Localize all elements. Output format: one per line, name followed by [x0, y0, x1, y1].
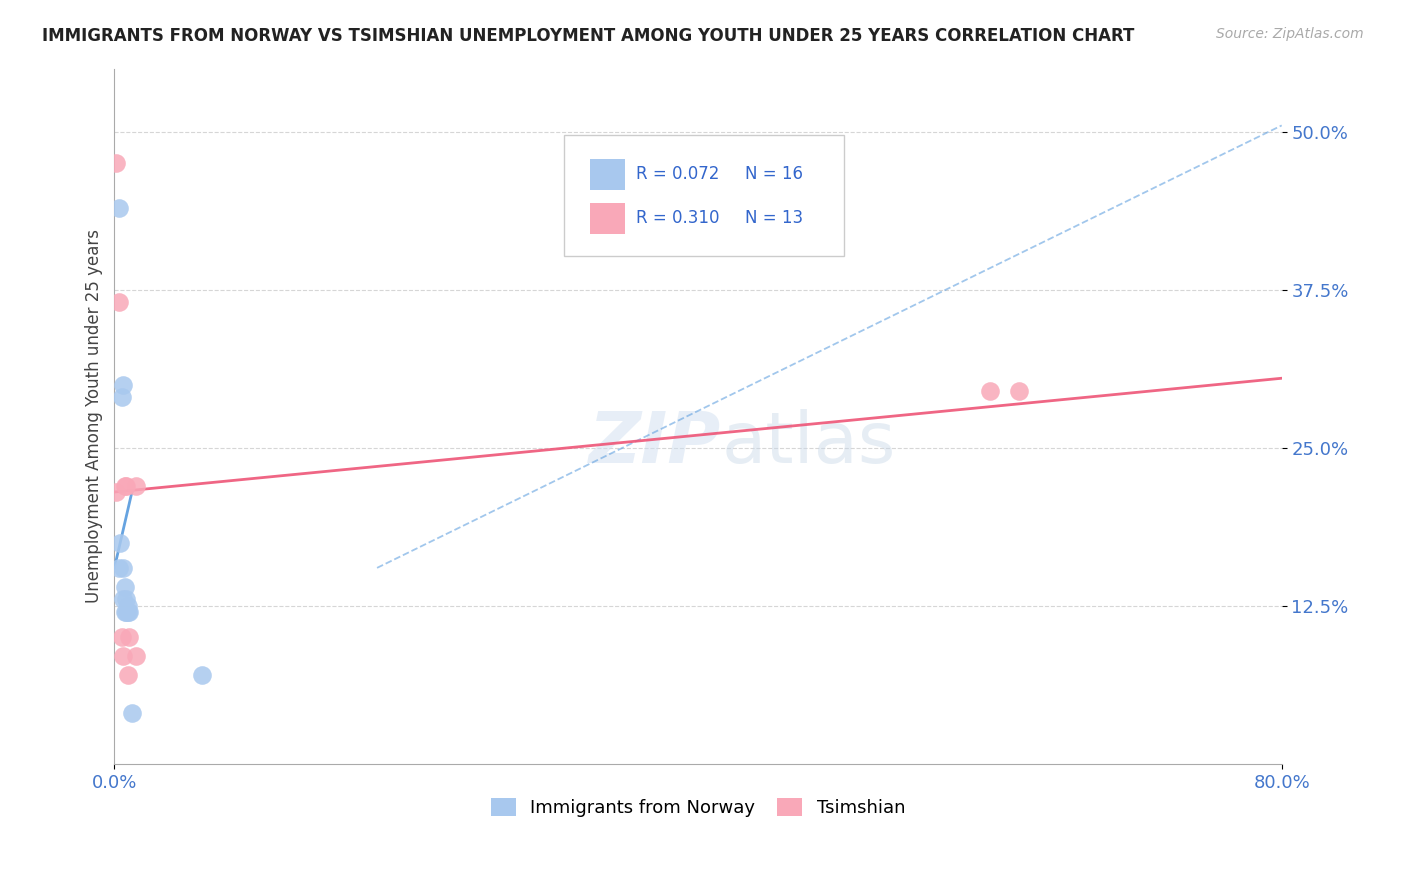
Point: [114, 479, 136, 493]
Point: [125, 649, 148, 664]
Point: [107, 295, 129, 310]
Point: [125, 479, 148, 493]
Point: [107, 201, 129, 215]
Point: [104, 156, 127, 170]
Point: [117, 605, 139, 619]
Text: Source: ZipAtlas.com: Source: ZipAtlas.com: [1216, 27, 1364, 41]
Text: R = 0.310: R = 0.310: [636, 209, 720, 227]
Point: [111, 390, 134, 404]
Text: atlas: atlas: [721, 409, 896, 478]
Point: [112, 592, 135, 607]
Point: [112, 377, 135, 392]
Point: [107, 561, 129, 575]
Point: [979, 384, 1001, 398]
Point: [121, 706, 143, 721]
Point: [115, 592, 138, 607]
Bar: [589, 159, 624, 190]
Point: [118, 631, 141, 645]
Point: [114, 580, 136, 594]
Point: [115, 479, 138, 493]
Point: [115, 605, 138, 619]
FancyBboxPatch shape: [564, 135, 844, 256]
Point: [110, 535, 132, 549]
Text: IMMIGRANTS FROM NORWAY VS TSIMSHIAN UNEMPLOYMENT AMONG YOUTH UNDER 25 YEARS CORR: IMMIGRANTS FROM NORWAY VS TSIMSHIAN UNEM…: [42, 27, 1135, 45]
Point: [117, 668, 139, 682]
Bar: [589, 202, 624, 234]
Point: [117, 599, 139, 613]
Text: R = 0.072: R = 0.072: [636, 165, 720, 183]
Point: [112, 561, 135, 575]
Text: N = 13: N = 13: [745, 209, 803, 227]
Point: [114, 605, 136, 619]
Point: [104, 485, 127, 500]
Y-axis label: Unemployment Among Youth under 25 years: Unemployment Among Youth under 25 years: [86, 229, 103, 603]
Text: N = 16: N = 16: [745, 165, 803, 183]
Legend: Immigrants from Norway, Tsimshian: Immigrants from Norway, Tsimshian: [484, 791, 912, 824]
Point: [111, 631, 134, 645]
Point: [118, 605, 141, 619]
Point: [191, 668, 214, 682]
Text: ZIP: ZIP: [589, 409, 721, 478]
Point: [1008, 384, 1031, 398]
Point: [112, 649, 135, 664]
